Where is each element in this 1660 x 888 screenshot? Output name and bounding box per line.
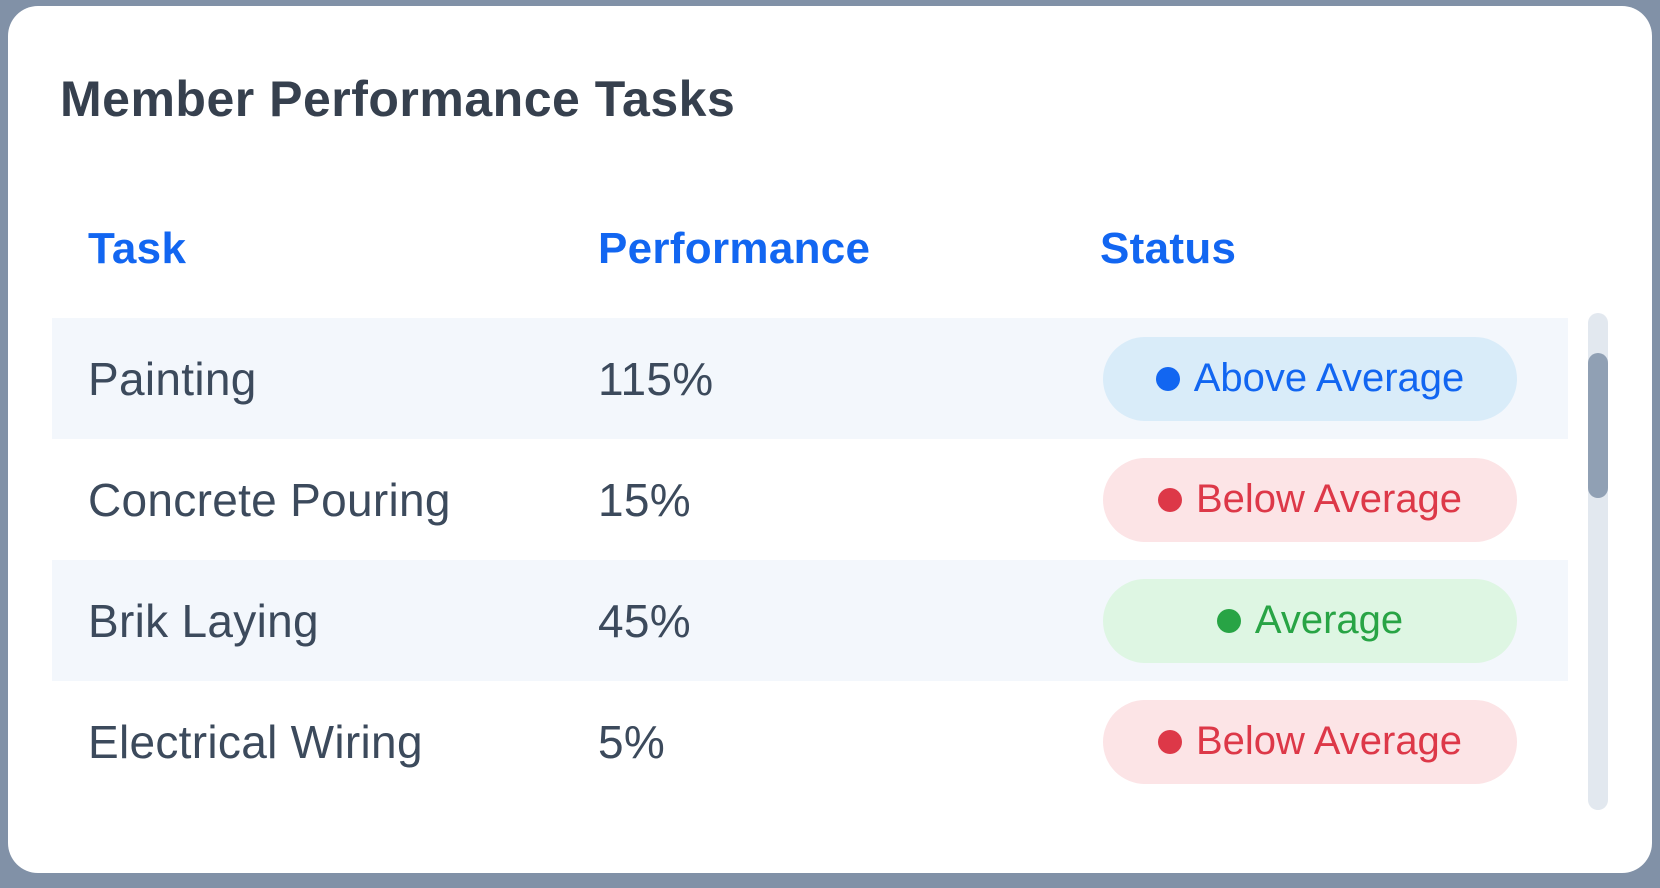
status-badge-label: Above Average [1193,356,1465,400]
table-body: Painting 115% Above Average Concrete Pou… [52,318,1568,802]
vertical-scrollbar-track[interactable] [1588,313,1608,810]
card-title: Member Performance Tasks [60,71,736,127]
status-badge: Above Average [1103,336,1517,421]
task-cell: Concrete Pouring [88,473,451,526]
table-header-row: Task Performance Status [52,224,1568,288]
status-dot-icon [1157,487,1182,512]
status-badge: Below Average [1103,699,1517,784]
status-badge-label: Average [1254,598,1404,642]
performance-cell: 45% [598,594,691,647]
status-badge: Below Average [1103,457,1517,542]
vertical-scrollbar-thumb[interactable] [1588,353,1608,498]
status-badge: Average [1103,578,1517,663]
status-dot-icon [1155,366,1180,391]
table-row-electrical-wiring: Electrical Wiring 5% Below Average [52,681,1568,802]
status-dot-icon [1216,608,1241,633]
column-header-task: Task [88,224,187,273]
member-performance-card: Member Performance Tasks Task Performanc… [8,6,1652,873]
status-badge-label: Below Average [1195,477,1463,521]
task-cell: Brik Laying [88,594,319,647]
performance-cell: 5% [598,715,666,768]
table-row-painting: Painting 115% Above Average [52,318,1568,439]
column-header-performance: Performance [598,224,871,273]
performance-cell: 115% [598,352,714,405]
status-dot-icon [1157,729,1182,754]
table-row-brik-laying: Brik Laying 45% Average [52,560,1568,681]
performance-cell: 15% [598,473,691,526]
status-badge-label: Below Average [1195,719,1463,763]
table-row-concrete-pouring: Concrete Pouring 15% Below Average [52,439,1568,560]
column-header-status: Status [1100,224,1237,273]
task-cell: Electrical Wiring [88,715,423,768]
task-cell: Painting [88,352,257,405]
